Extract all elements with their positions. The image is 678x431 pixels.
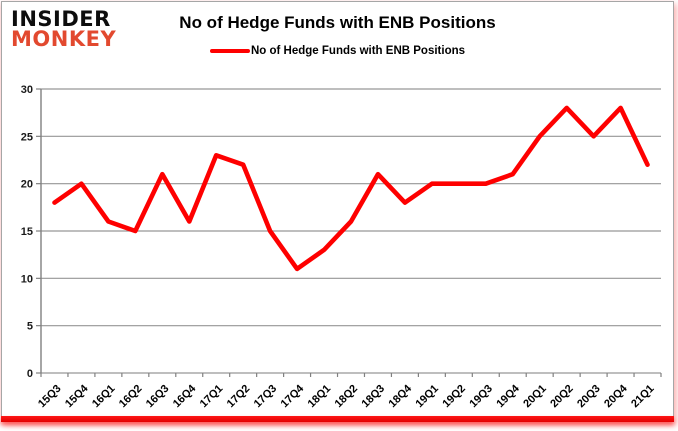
x-tick-label: 19Q2 [440,383,468,411]
x-tick-label: 21Q1 [629,383,657,411]
chart-card: INSIDER MONKEY No of Hedge Funds with EN… [1,1,674,422]
x-tick-label: 15Q4 [63,382,91,410]
x-tick-label: 17Q1 [198,383,226,411]
bottom-red-bar [1,416,674,422]
x-tick-label: 20Q2 [548,383,576,411]
x-tick-label: 20Q3 [575,383,603,411]
x-tick-label: 17Q4 [279,382,307,410]
x-tick-label: 17Q3 [252,383,280,411]
x-tick-label: 19Q4 [494,382,522,410]
x-tick-label: 20Q4 [602,382,630,410]
line-chart: 0 5 10 15 20 25 30 15Q3 15Q4 16Q1 16Q2 16Q3 16Q4 17Q1… [21,84,662,411]
y-tick-label: 25 [21,131,33,143]
x-tick-label: 16Q3 [144,383,172,411]
x-tick-label: 16Q1 [90,383,118,411]
legend-label: No of Hedge Funds with ENB Positions [250,45,466,57]
y-tick-label: 0 [27,368,33,380]
logo-line-insider: INSIDER [11,7,111,31]
chart-title: No of Hedge Funds with ENB Positions [179,13,496,32]
x-tick-label: 18Q4 [387,382,415,410]
legend: No of Hedge Funds with ENB Positions [2,45,673,57]
x-tick-label: 18Q2 [333,383,361,411]
x-tick-label: 15Q3 [36,383,64,411]
data-series-line [52,105,650,272]
y-tick-label: 10 [21,273,33,285]
x-tick-label: 18Q3 [360,383,388,411]
logo-line-monkey: MONKEY [11,26,117,51]
x-tick-label: 19Q3 [467,383,495,411]
x-tick-label: 17Q2 [225,383,253,411]
legend-line-swatch [209,49,250,53]
x-tick-label: 19Q1 [413,383,441,411]
y-tick-label: 20 [21,179,33,191]
x-tick-label: 16Q4 [171,382,199,410]
x-tick-label: 16Q2 [117,383,145,411]
x-tick-label: 18Q1 [306,383,334,411]
y-tick-label: 15 [21,226,33,238]
insider-monkey-logo: INSIDER MONKEY [11,7,117,51]
y-tick-label: 5 [27,321,33,333]
x-tick-label: 20Q1 [521,383,549,411]
y-tick-label: 30 [21,84,33,96]
